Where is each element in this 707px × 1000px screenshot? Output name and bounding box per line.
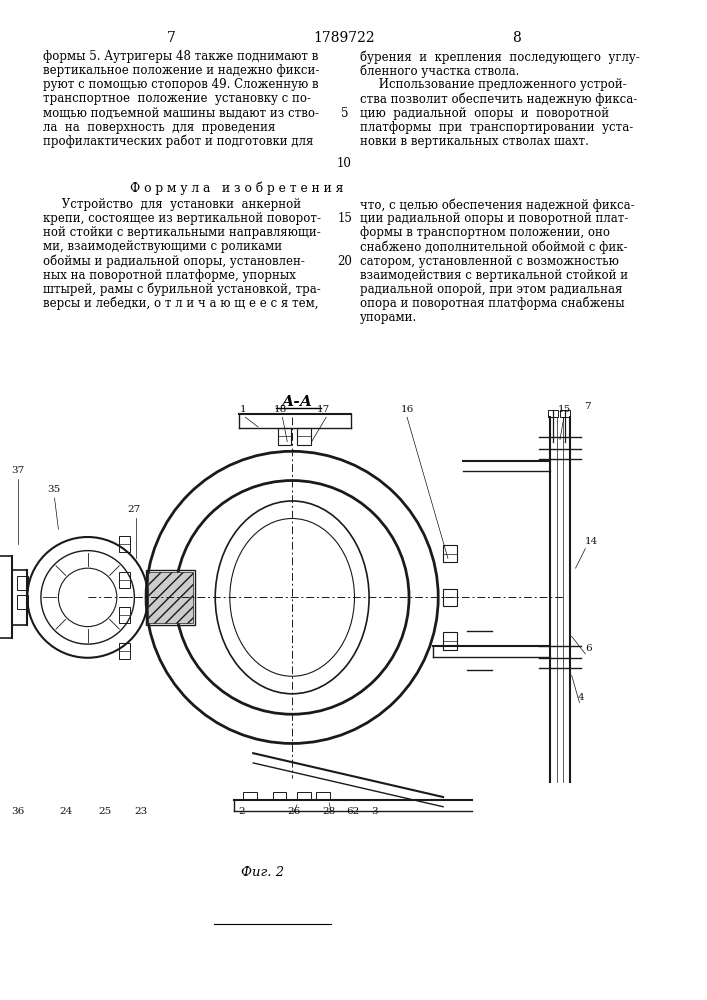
Text: формы 5. Аутригеры 48 также поднимают в: формы 5. Аутригеры 48 также поднимают в — [43, 50, 318, 63]
Text: формы в транспортном положении, оно: формы в транспортном положении, оно — [361, 226, 610, 239]
Text: что, с целью обеспечения надежной фикса-: что, с целью обеспечения надежной фикса- — [361, 198, 635, 212]
Bar — [278, 428, 291, 445]
Bar — [119, 643, 131, 659]
Text: взаимодействия с вертикальной стойкой и: взаимодействия с вертикальной стойкой и — [361, 269, 629, 282]
Text: ства позволит обеспечить надежную фикса-: ства позволит обеспечить надежную фикса- — [361, 92, 638, 106]
Text: 5: 5 — [341, 107, 349, 120]
Bar — [148, 572, 193, 623]
Text: 14: 14 — [585, 537, 599, 546]
Text: 28: 28 — [322, 807, 336, 816]
Text: 36: 36 — [11, 807, 24, 816]
Text: 18: 18 — [274, 405, 287, 414]
Text: 15: 15 — [559, 405, 571, 414]
Text: профилактических работ и подготовки для: профилактических работ и подготовки для — [43, 135, 313, 148]
Bar — [119, 536, 131, 552]
Text: руют с помощью стопоров 49. Сложенную в: руют с помощью стопоров 49. Сложенную в — [43, 78, 318, 91]
Bar — [443, 589, 457, 606]
Text: 6: 6 — [585, 644, 592, 653]
Text: 20: 20 — [337, 255, 352, 268]
Bar — [146, 570, 194, 625]
Text: штырей, рамы с бурильной установкой, тра-: штырей, рамы с бурильной установкой, тра… — [43, 283, 320, 296]
Text: вертикальное положение и надежно фикси-: вертикальное положение и надежно фикси- — [43, 64, 320, 77]
Bar — [16, 576, 28, 590]
Bar — [548, 410, 558, 417]
Text: новки в вертикальных стволах шахт.: новки в вертикальных стволах шахт. — [361, 135, 589, 148]
Text: 10: 10 — [337, 157, 351, 170]
Text: 1789722: 1789722 — [313, 31, 375, 45]
Text: 35: 35 — [47, 485, 60, 494]
Text: 23: 23 — [134, 807, 148, 816]
Text: 37: 37 — [11, 466, 24, 475]
Text: 1: 1 — [240, 405, 247, 414]
Text: ной стойки с вертикальными направляющи-: ной стойки с вертикальными направляющи- — [43, 226, 320, 239]
Text: бурения  и  крепления  последующего  углу-: бурения и крепления последующего углу- — [361, 50, 640, 64]
Text: 4: 4 — [578, 693, 584, 702]
Text: 2: 2 — [238, 807, 245, 816]
Text: 7: 7 — [167, 31, 176, 45]
Text: 26: 26 — [288, 807, 300, 816]
Text: радиальной опорой, при этом радиальная: радиальной опорой, при этом радиальная — [361, 283, 623, 296]
Text: 7: 7 — [584, 402, 590, 411]
Bar — [443, 545, 457, 562]
Text: 16: 16 — [400, 405, 414, 414]
Text: 8: 8 — [512, 31, 520, 45]
Text: 25: 25 — [98, 807, 112, 816]
Text: ми, взаимодействующими с роликами: ми, взаимодействующими с роликами — [43, 240, 282, 253]
Text: бленного участка ствола.: бленного участка ствола. — [361, 64, 520, 78]
Bar — [443, 632, 457, 650]
Bar — [119, 607, 131, 623]
Text: Ф о р м у л а   и з о б р е т е н и я: Ф о р м у л а и з о б р е т е н и я — [131, 182, 344, 195]
Text: ла  на  поверхность  для  проведения: ла на поверхность для проведения — [43, 121, 275, 134]
Text: 62: 62 — [346, 807, 359, 816]
Text: Фиг. 2: Фиг. 2 — [241, 866, 284, 879]
Bar — [317, 792, 330, 800]
Text: 24: 24 — [59, 807, 73, 816]
Text: 27: 27 — [128, 505, 141, 514]
Text: платформы  при  транспортировании  уста-: платформы при транспортировании уста- — [361, 121, 633, 134]
Text: снабжено дополнительной обоймой с фик-: снабжено дополнительной обоймой с фик- — [361, 240, 628, 254]
Text: версы и лебедки, о т л и ч а ю щ е е с я тем,: версы и лебедки, о т л и ч а ю щ е е с я… — [43, 297, 318, 310]
Bar — [297, 792, 310, 800]
Text: крепи, состоящее из вертикальной поворот-: крепи, состоящее из вертикальной поворот… — [43, 212, 321, 225]
Text: опора и поворотная платформа снабжены: опора и поворотная платформа снабжены — [361, 297, 625, 310]
Text: 3: 3 — [372, 807, 378, 816]
Bar — [273, 792, 286, 800]
Text: мощью подъемной машины выдают из ство-: мощью подъемной машины выдают из ство- — [43, 107, 319, 120]
Text: Использование предложенного устрой-: Использование предложенного устрой- — [361, 78, 627, 91]
Bar — [16, 595, 28, 609]
Text: сатором, установленной с возможностью: сатором, установленной с возможностью — [361, 255, 619, 268]
Text: 17: 17 — [317, 405, 330, 414]
Text: цию  радиальной  опоры  и  поворотной: цию радиальной опоры и поворотной — [361, 107, 609, 120]
Text: А-А: А-А — [281, 395, 312, 409]
Text: транспортное  положение  установку с по-: транспортное положение установку с по- — [43, 92, 311, 105]
Text: ных на поворотной платформе, упорных: ных на поворотной платформе, упорных — [43, 269, 296, 282]
Bar — [297, 428, 310, 445]
Text: упорами.: упорами. — [361, 311, 418, 324]
Bar — [560, 410, 570, 417]
Text: 15: 15 — [337, 212, 352, 225]
Text: ции радиальной опоры и поворотной плат-: ции радиальной опоры и поворотной плат- — [361, 212, 629, 225]
Bar — [243, 792, 257, 800]
Bar — [119, 572, 131, 588]
Text: Устройство  для  установки  анкерной: Устройство для установки анкерной — [43, 198, 301, 211]
Text: обоймы и радиальной опоры, установлен-: обоймы и радиальной опоры, установлен- — [43, 255, 305, 268]
